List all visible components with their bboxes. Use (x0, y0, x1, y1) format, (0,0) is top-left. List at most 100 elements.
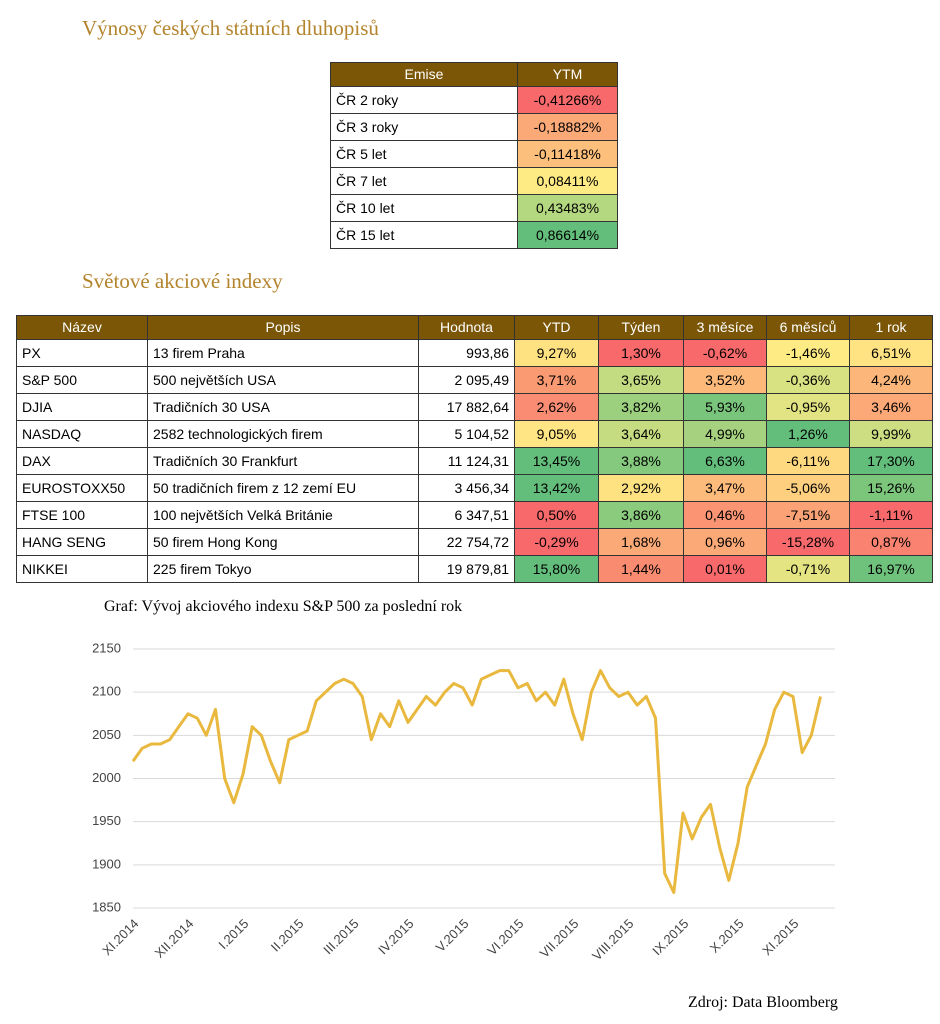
title: Výnosy českých státních dluhopisů (82, 16, 379, 40)
table-cell: 50 tradičních firem z 12 zemí EU (147, 474, 419, 502)
table-cell: 225 firem Tokyo (147, 555, 419, 583)
header-cell: Hodnota (418, 315, 515, 340)
x-tick-label: X.2015 (707, 916, 747, 956)
table-cell: 6,63% (683, 447, 767, 475)
table-cell: 3,82% (598, 393, 684, 421)
table-cell: 22 754,72 (418, 528, 515, 556)
table-cell: 11 124,31 (418, 447, 515, 475)
table-cell: -0,41266% (517, 86, 618, 114)
x-tick-label: IV.2015 (375, 916, 416, 957)
table-cell: HANG SENG (16, 528, 148, 556)
x-tick-label: VII.2015 (537, 916, 582, 961)
header-cell: Týden (598, 315, 684, 340)
table-cell: 6,51% (849, 339, 933, 367)
table-cell: 17 882,64 (418, 393, 515, 421)
header-cell: Popis (147, 315, 419, 340)
y-tick-label: 2050 (92, 727, 121, 742)
x-tick-label: V.2015 (433, 916, 472, 955)
table-cell: EUROSTOXX50 (16, 474, 148, 502)
y-tick-label: 1950 (92, 813, 121, 828)
chart: 1850 1900 1950 2000 2050 2100 2150 XI.2014 XII.2… (92, 640, 835, 963)
table-cell: 6 347,51 (418, 501, 515, 529)
table-cell: 3,46% (849, 393, 933, 421)
table-cell: 17,30% (849, 447, 933, 475)
table-cell: Tradičních 30 USA (147, 393, 419, 421)
table-cell: 1,30% (598, 339, 684, 367)
table-cell: -5,06% (766, 474, 850, 502)
table-cell: 3 456,34 (418, 474, 515, 502)
table-cell: 1,26% (766, 420, 850, 448)
x-tick-label: I.2015 (215, 916, 251, 952)
table-cell: 19 879,81 (418, 555, 515, 583)
table-cell: 0,08411% (517, 167, 618, 195)
header-cell: YTD (514, 315, 599, 340)
table-cell: 2 095,49 (418, 366, 515, 394)
table-cell: -0,29% (514, 528, 599, 556)
y-tick-label: 1850 (92, 899, 121, 914)
table-cell: 2,92% (598, 474, 684, 502)
table-cell: ČR 15 let (330, 221, 518, 249)
table-cell: 0,01% (683, 555, 767, 583)
table-cell: ČR 5 let (330, 140, 518, 168)
chart-title: Graf: Vývoj akciového indexu S&P 500 za … (104, 598, 463, 615)
table-cell: PX (16, 339, 148, 367)
x-tick-label: VIII.2015 (589, 916, 636, 963)
table-cell: NIKKEI (16, 555, 148, 583)
table-cell: -0,95% (766, 393, 850, 421)
table-cell: 9,27% (514, 339, 599, 367)
header-cell: 6 měsíců (766, 315, 850, 340)
table-cell: 2582 technologických firem (147, 420, 419, 448)
table-cell: 1,68% (598, 528, 684, 556)
table-cell: 4,24% (849, 366, 933, 394)
table-cell: 993,86 (418, 339, 515, 367)
table-cell: 9,99% (849, 420, 933, 448)
table-cell: -1,46% (766, 339, 850, 367)
x-tick-label: IX.2015 (649, 916, 691, 958)
x-tick-label: XII.2014 (152, 916, 197, 961)
table-cell: Tradičních 30 Frankfurt (147, 447, 419, 475)
table-cell: -1,11% (849, 501, 933, 529)
table-cell: -0,62% (683, 339, 767, 367)
line-series (131, 669, 822, 894)
x-tick-label: XI.2014 (99, 916, 141, 958)
header-cell: 3 měsíce (683, 315, 767, 340)
table-cell: 15,80% (514, 555, 599, 583)
y-tick-label: 2150 (92, 640, 121, 655)
table-cell: ČR 3 roky (330, 113, 518, 141)
table-cell: -15,28% (766, 528, 850, 556)
table-cell: 50 firem Hong Kong (147, 528, 419, 556)
header-cell: 1 rok (849, 315, 933, 340)
x-tick-label: XI.2015 (759, 916, 801, 958)
table-cell: 15,26% (849, 474, 933, 502)
table-cell: 0,96% (683, 528, 767, 556)
table-cell: 0,87% (849, 528, 933, 556)
table-cell: 13,42% (514, 474, 599, 502)
table-cell: 3,52% (683, 366, 767, 394)
y-tick-label: 2000 (92, 770, 121, 785)
table-cell: 500 největších USA (147, 366, 419, 394)
table-cell: 0,43483% (517, 194, 618, 222)
table-cell: 0,50% (514, 501, 599, 529)
table-cell: 9,05% (514, 420, 599, 448)
table-cell: NASDAQ (16, 420, 148, 448)
table-cell: 100 největších Velká Británie (147, 501, 419, 529)
y-tick-label: 2100 (92, 684, 121, 699)
source: Zdroj: Data Bloomberg (688, 994, 838, 1011)
table-cell: 2,62% (514, 393, 599, 421)
table-cell: 13 firem Praha (147, 339, 419, 367)
table-cell: 13,45% (514, 447, 599, 475)
x-tick-label: II.2015 (268, 916, 307, 955)
table-cell: -0,71% (766, 555, 850, 583)
table-cell: 3,88% (598, 447, 684, 475)
table-cell: -0,36% (766, 366, 850, 394)
table-cell: 3,64% (598, 420, 684, 448)
table-cell: 3,86% (598, 501, 684, 529)
table-cell: -7,51% (766, 501, 850, 529)
y-tick-label: 1900 (92, 856, 121, 871)
table-cell: 5 104,52 (418, 420, 515, 448)
header-cell: Název (16, 315, 148, 340)
table-cell: DAX (16, 447, 148, 475)
table-cell: -0,11418% (517, 140, 618, 168)
header-cell: YTM (517, 62, 618, 87)
